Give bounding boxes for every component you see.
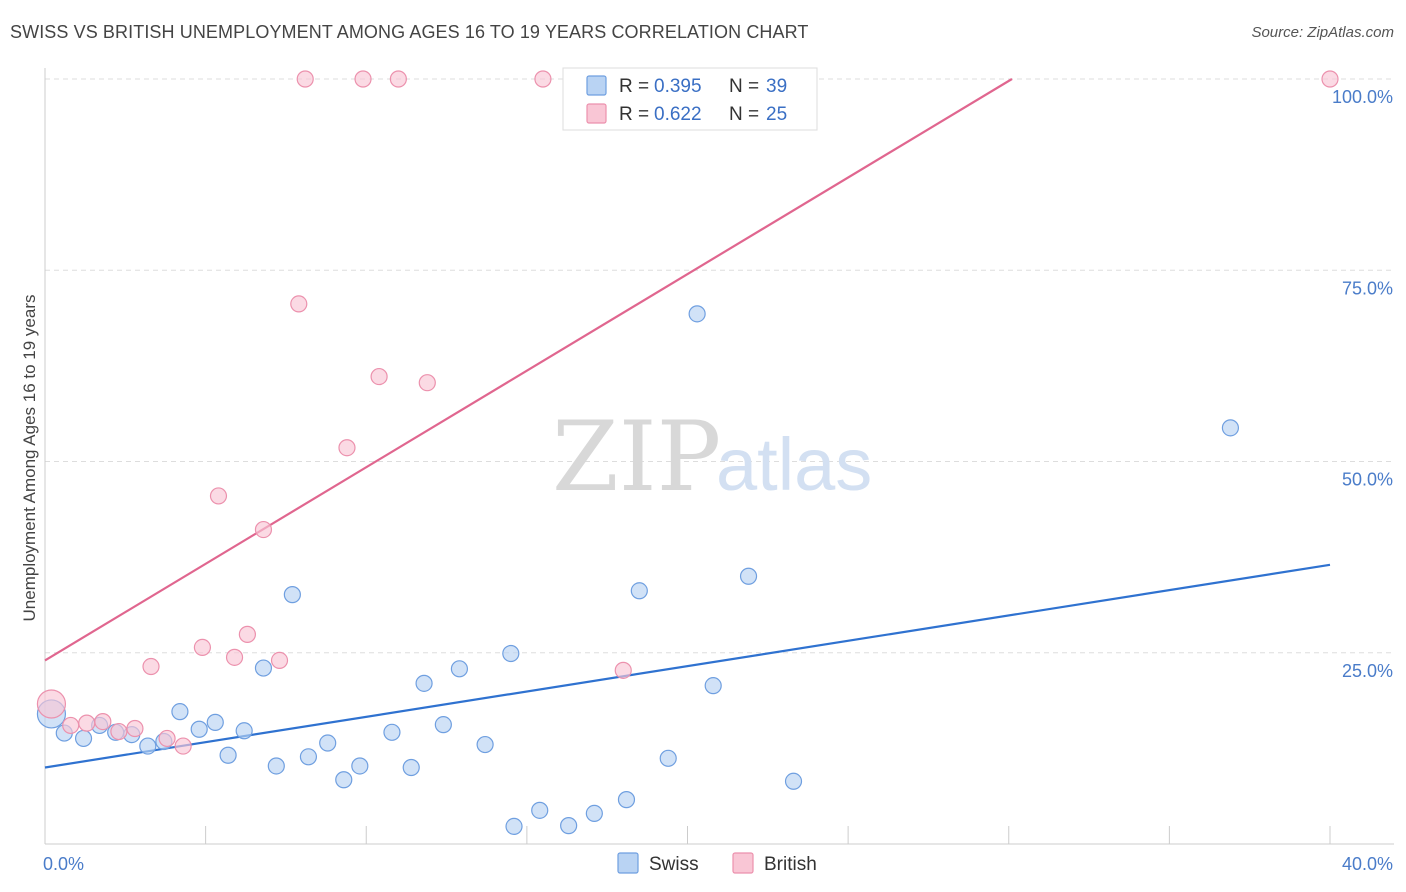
- point-british-5: [126, 719, 144, 738]
- point-swiss-14: [267, 757, 285, 775]
- series-legend-label-british: British: [764, 854, 817, 875]
- point-british-10: [209, 487, 228, 505]
- point-swiss-21: [402, 758, 420, 777]
- x-tick-label-40: 40.0%: [1342, 854, 1393, 874]
- legend-swatch-swiss: [586, 75, 607, 96]
- point-british-17: [338, 439, 356, 457]
- point-swiss-10: [206, 713, 224, 731]
- point-swiss-35: [704, 677, 722, 695]
- point-british-9: [193, 638, 212, 656]
- series-legend-label-swiss: Swiss: [649, 854, 699, 875]
- legend-swiss-r-value: 0.395: [654, 76, 702, 97]
- x-tick-marks: [44, 826, 1331, 844]
- point-swiss-16: [299, 748, 318, 766]
- gridlines: [45, 78, 1394, 654]
- x-tick-labels: 0.0% 40.0%: [43, 854, 1393, 874]
- point-swiss-22: [415, 674, 433, 692]
- point-swiss-6: [139, 737, 157, 755]
- point-british-13: [254, 520, 273, 539]
- y-tick-label-100: 100.0%: [1332, 87, 1393, 107]
- series-legend: Swiss British: [617, 852, 817, 875]
- data-points: [36, 70, 1339, 836]
- point-british-24: [1321, 70, 1339, 88]
- trend-line-british: [44, 78, 1013, 662]
- point-swiss-38: [1221, 419, 1240, 437]
- point-british-19: [370, 367, 388, 386]
- point-swiss-8: [171, 703, 189, 721]
- legend: R = 0.395 N = 39 R = 0.622 N = 25: [562, 67, 818, 131]
- point-swiss-12: [235, 722, 253, 740]
- point-british-12: [238, 625, 256, 643]
- watermark-atlas: atlas: [716, 423, 872, 506]
- y-tick-label-25: 25.0%: [1342, 661, 1393, 681]
- point-swiss-11: [219, 746, 237, 764]
- point-swiss-28: [531, 801, 549, 819]
- point-swiss-2: [74, 729, 93, 748]
- trend-lines: [44, 78, 1331, 769]
- point-swiss-19: [351, 757, 369, 775]
- point-swiss-20: [383, 723, 401, 741]
- point-swiss-18: [335, 771, 353, 789]
- chart-title: SWISS VS BRITISH UNEMPLOYMENT AMONG AGES…: [10, 22, 809, 42]
- watermark-zip: ZIP: [552, 401, 721, 513]
- x-tick-label-0: 0.0%: [43, 854, 84, 874]
- point-british-21: [418, 374, 436, 392]
- point-swiss-17: [319, 734, 337, 752]
- y-tick-labels: 25.0% 50.0% 75.0% 100.0%: [1332, 87, 1393, 681]
- point-british-15: [290, 295, 308, 313]
- series-legend-swatch-swiss: [617, 852, 639, 874]
- series-legend-swatch-british: [732, 852, 754, 874]
- point-swiss-32: [630, 582, 648, 600]
- series-british: [36, 70, 1339, 755]
- point-british-18: [354, 70, 372, 88]
- point-british-3: [94, 712, 112, 731]
- legend-british-r-value: 0.622: [654, 104, 702, 125]
- point-british-20: [389, 70, 407, 88]
- point-british-8: [174, 737, 192, 755]
- point-swiss-15: [283, 586, 301, 604]
- y-axis-title: Unemployment Among Ages 16 to 19 years: [20, 295, 39, 622]
- point-swiss-31: [617, 791, 636, 809]
- y-tick-label-75: 75.0%: [1342, 278, 1393, 298]
- point-swiss-26: [502, 644, 520, 663]
- point-swiss-24: [450, 660, 469, 678]
- point-swiss-23: [434, 716, 452, 734]
- legend-swiss-n-label: N =: [729, 76, 759, 97]
- legend-swiss-r-label: R =: [619, 76, 649, 97]
- point-swiss-34: [688, 305, 706, 323]
- point-swiss-13: [254, 659, 273, 677]
- point-british-0: [36, 689, 67, 719]
- legend-british-n-label: N =: [729, 104, 759, 125]
- point-swiss-36: [739, 567, 758, 585]
- point-swiss-30: [585, 804, 603, 823]
- point-swiss-9: [190, 720, 208, 738]
- point-swiss-29: [560, 817, 578, 835]
- trend-line-swiss: [44, 563, 1331, 769]
- point-british-23: [614, 661, 632, 679]
- point-british-2: [78, 714, 96, 732]
- point-british-7: [158, 729, 176, 748]
- point-british-16: [296, 70, 314, 88]
- legend-british-r-label: R =: [619, 104, 649, 125]
- legend-swiss-n-value: 39: [766, 76, 787, 97]
- point-british-11: [225, 648, 244, 666]
- point-swiss-33: [659, 749, 677, 767]
- point-british-22: [534, 70, 552, 88]
- point-swiss-37: [784, 772, 803, 790]
- chart-source: Source: ZipAtlas.com: [1251, 24, 1394, 41]
- series-swiss: [36, 305, 1240, 836]
- point-swiss-25: [476, 735, 494, 754]
- point-british-1: [62, 716, 80, 735]
- legend-british-n-value: 25: [766, 104, 787, 125]
- point-swiss-27: [505, 817, 523, 836]
- legend-swatch-british: [586, 103, 607, 124]
- point-british-14: [270, 651, 289, 670]
- y-tick-label-50: 50.0%: [1342, 470, 1393, 490]
- watermark: ZIP atlas: [552, 401, 872, 513]
- point-british-4: [110, 722, 128, 741]
- point-british-6: [142, 657, 160, 676]
